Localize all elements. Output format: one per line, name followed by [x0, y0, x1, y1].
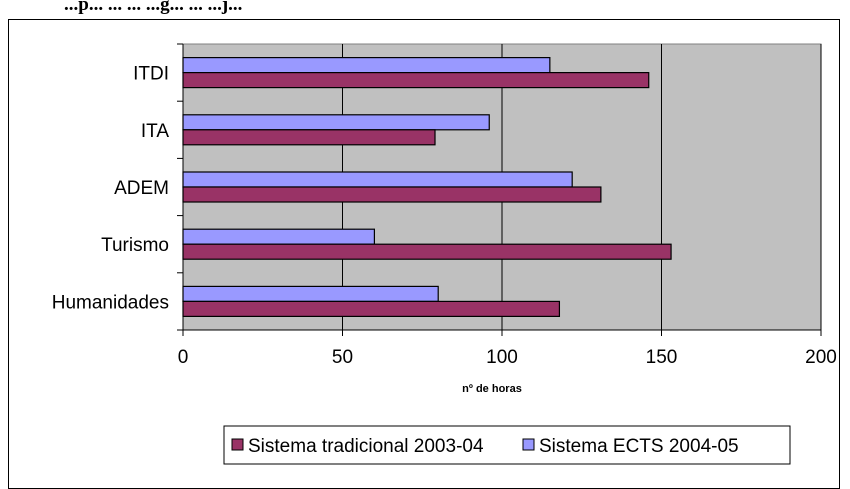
bar-tradicional-humanidades — [182, 300, 561, 317]
bar-tradicional-itdi — [182, 71, 650, 89]
legend-label: Sistema ECTS 2004-05 — [539, 436, 739, 457]
x-tick-label: 50 — [332, 347, 353, 368]
x-axis-title: nº de horas — [462, 383, 522, 395]
bar-ects-itdi — [182, 56, 551, 74]
y-tick-label: ADEM — [114, 178, 169, 199]
y-tick-label: Humanidades — [52, 292, 169, 313]
y-tick-label: ITA — [141, 121, 169, 142]
y-tick-label: ITDI — [133, 64, 169, 85]
legend: Sistema tradicional 2003-04 Sistema ECTS … — [223, 425, 791, 465]
bar-ects-turismo — [182, 228, 375, 245]
legend-label: Sistema tradicional 2003-04 — [248, 436, 484, 457]
x-tick-label: 0 — [178, 347, 189, 368]
x-tick-label: 150 — [646, 347, 678, 368]
bar-ects-humanidades — [182, 285, 439, 302]
legend-swatch — [522, 438, 535, 451]
legend-swatch — [231, 438, 244, 451]
bar-tradicional-adem — [182, 186, 602, 203]
bar-ects-adem — [182, 171, 573, 188]
x-tick-label: 200 — [805, 347, 837, 368]
bar-ects-ita — [182, 114, 490, 131]
x-tick-label: 100 — [486, 347, 518, 368]
top-caption: ...p... ... ... ...g... ... ...j... — [64, 0, 243, 15]
bar-tradicional-turismo — [182, 243, 672, 260]
y-tick-label: Turismo — [101, 235, 169, 256]
y-axis: ITDI ITA ADEM Turismo Humanidades — [52, 43, 184, 331]
x-axis: 0 50 100 150 200 — [178, 329, 837, 368]
bar-tradicional-ita — [182, 129, 436, 146]
legend-box — [223, 425, 791, 465]
bar-chart: ITDI ITA ADEM Turismo Humanidades 0 50 100 150 2… — [52, 43, 837, 465]
bars — [182, 56, 672, 317]
